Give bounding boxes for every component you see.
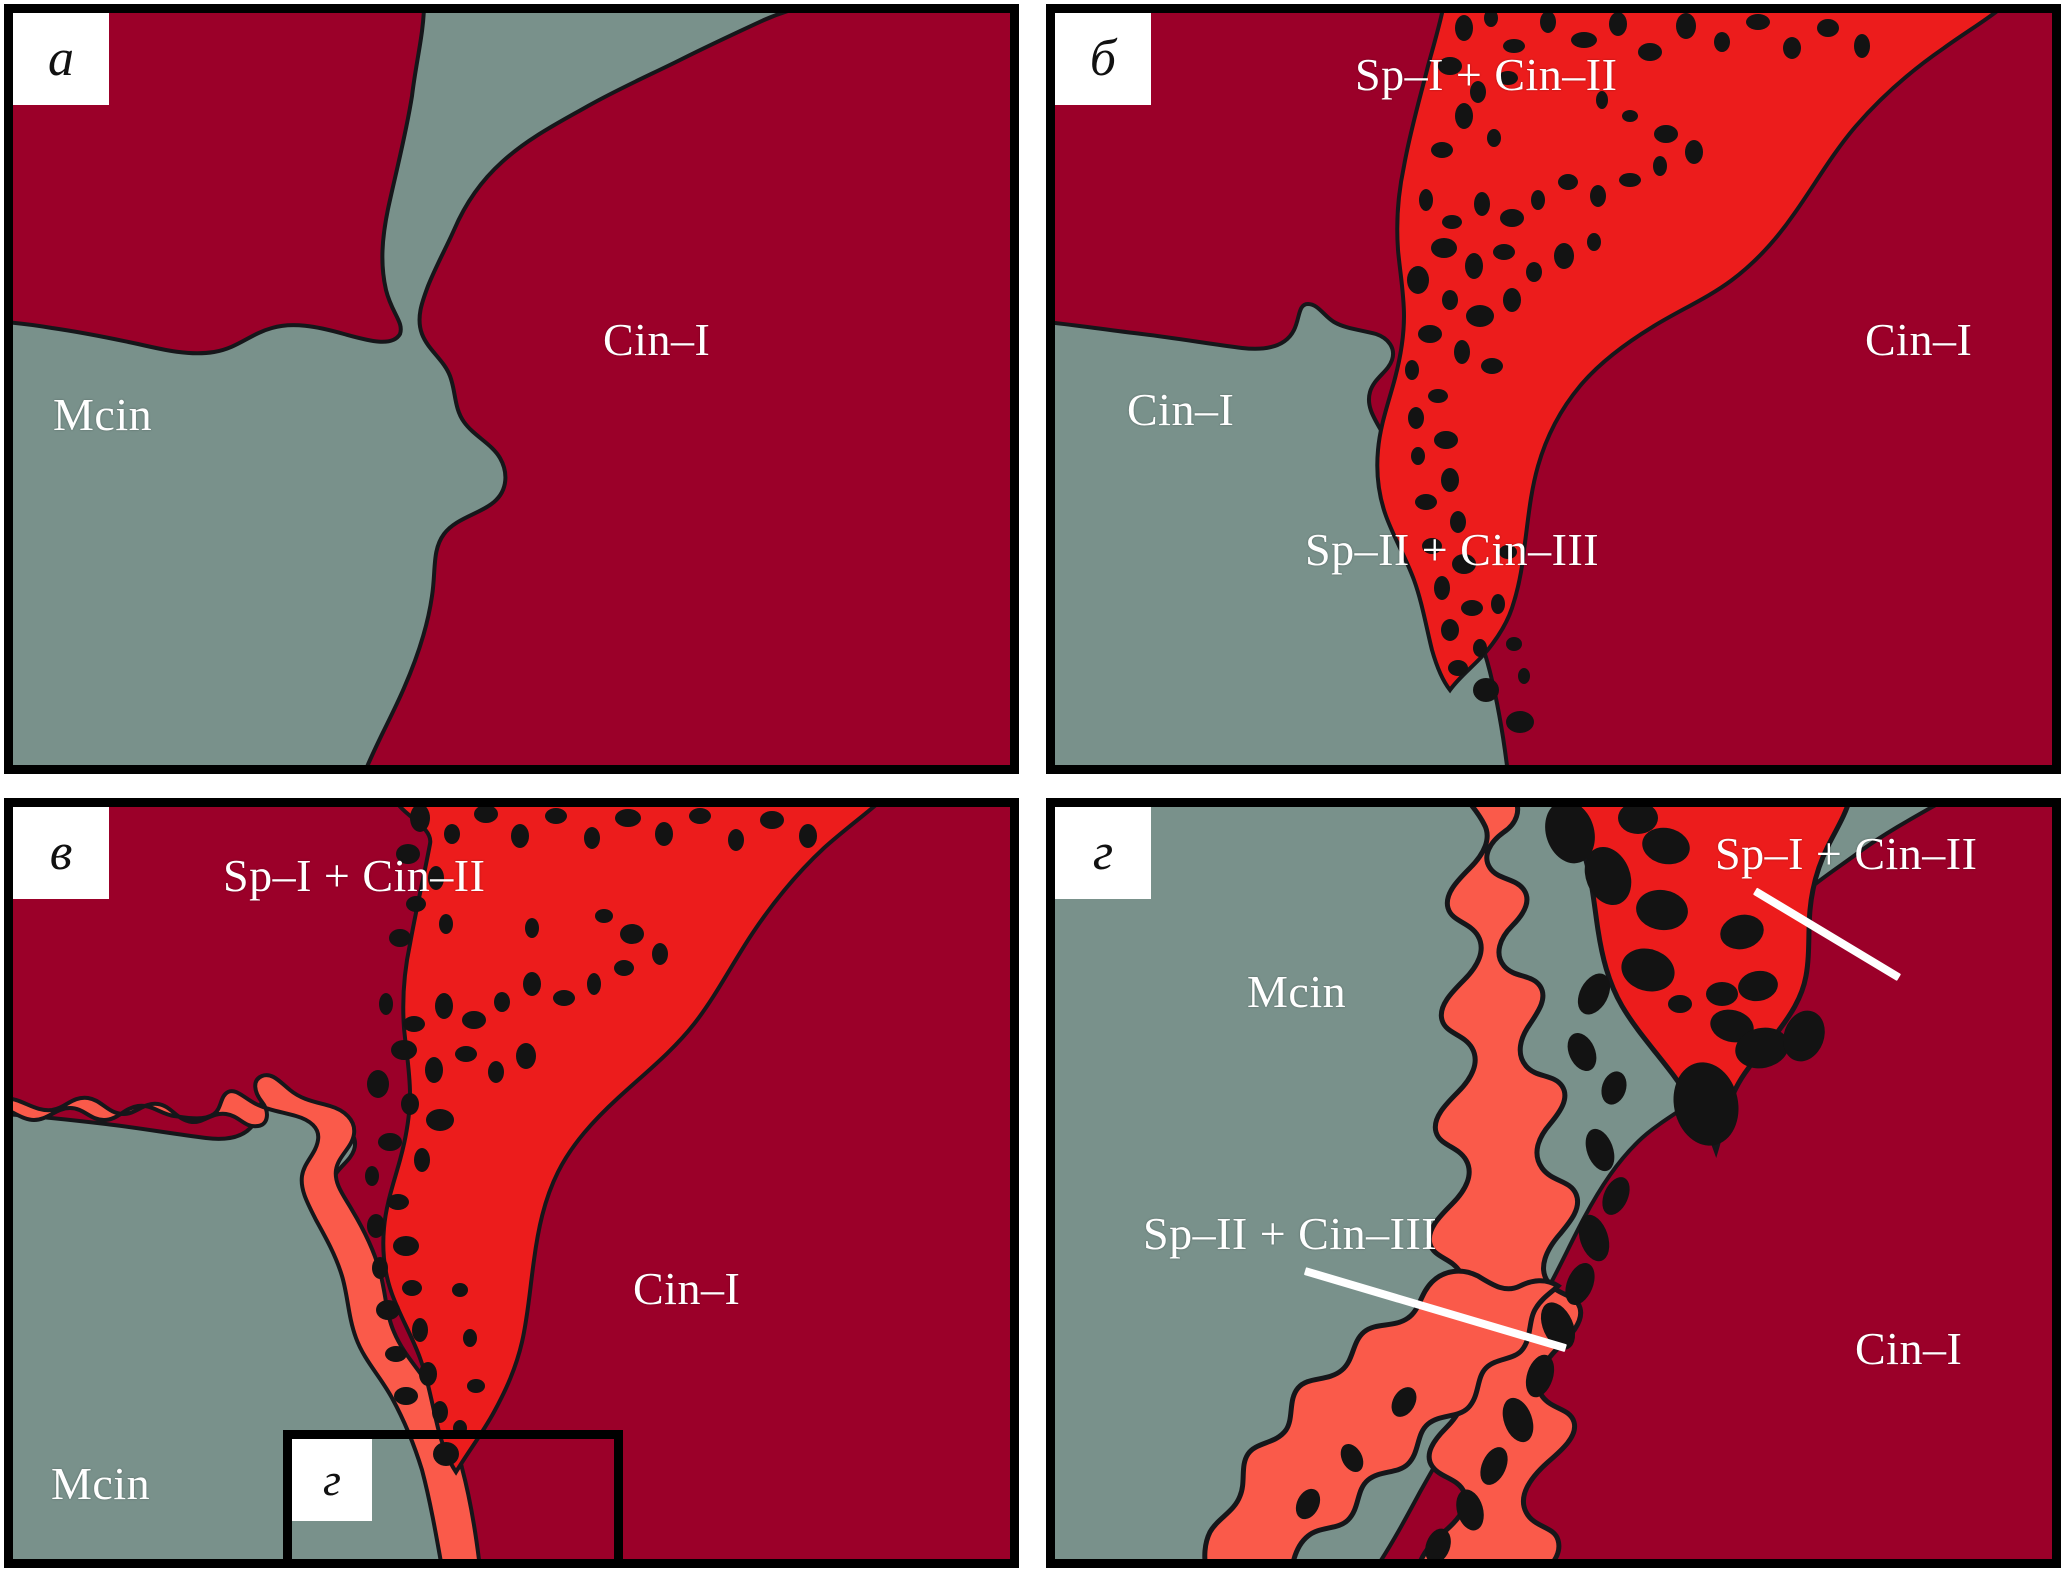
label-sp-ii-cin-iii: Sp–II + Cin–III (1143, 1208, 1438, 1259)
panel-b: б Sp–I + Cin–II Cin–I Cin–I Sp–II + Cin–… (1046, 4, 2061, 774)
cin-i-right-domain (365, 13, 1010, 765)
panel-v: г в Sp–I + Cin–II Cin–I Mcin (4, 798, 1019, 1568)
label-mcin: Mcin (1247, 966, 1347, 1017)
sphalerite-inclusions (1405, 13, 1870, 733)
cin-ii-bright-red-band (1375, 13, 1999, 694)
inset-region-g[interactable] (283, 1430, 623, 1559)
cin-ii-bright-red-band (381, 807, 877, 1476)
label-cin-i: Cin–I (1855, 1323, 1963, 1374)
sphalerite-blobs (1295, 807, 1825, 1559)
label-sp-ii-cin-iii: Sp–II + Cin–III (1305, 524, 1600, 575)
cin-i-upper-left-domain (13, 13, 426, 356)
label-mcin: Mcin (51, 1458, 151, 1509)
panel-a-canvas (13, 13, 1010, 765)
label-mcin: Mcin (53, 389, 153, 440)
label-cin-i: Cin–I (603, 314, 711, 365)
panel-a: а Mcin Cin–I (4, 4, 1019, 774)
panel-letter-a: а (13, 13, 109, 105)
sphalerite-inclusions (365, 807, 817, 1466)
label-cin-i-left: Cin–I (1127, 384, 1235, 435)
inset-letter-g: г (292, 1439, 372, 1521)
panel-letter-b: б (1055, 13, 1151, 105)
panel-b-canvas (1055, 13, 2052, 765)
panel-g-canvas (1055, 807, 2052, 1559)
label-sp-i-cin-ii: Sp–I + Cin–II (1715, 828, 1978, 879)
label-cin-i-right: Cin–I (1865, 314, 1973, 365)
panel-g: г Sp–I + Cin–II Mcin Sp–II + Cin–III Cin… (1046, 798, 2061, 1568)
panel-letter-v: в (13, 807, 109, 899)
label-cin-i: Cin–I (633, 1263, 741, 1314)
label-sp-i-cin-ii: Sp–I + Cin–II (1355, 49, 1618, 100)
label-sp-i-cin-ii: Sp–I + Cin–II (223, 850, 486, 901)
panel-letter-g: г (1055, 807, 1151, 899)
